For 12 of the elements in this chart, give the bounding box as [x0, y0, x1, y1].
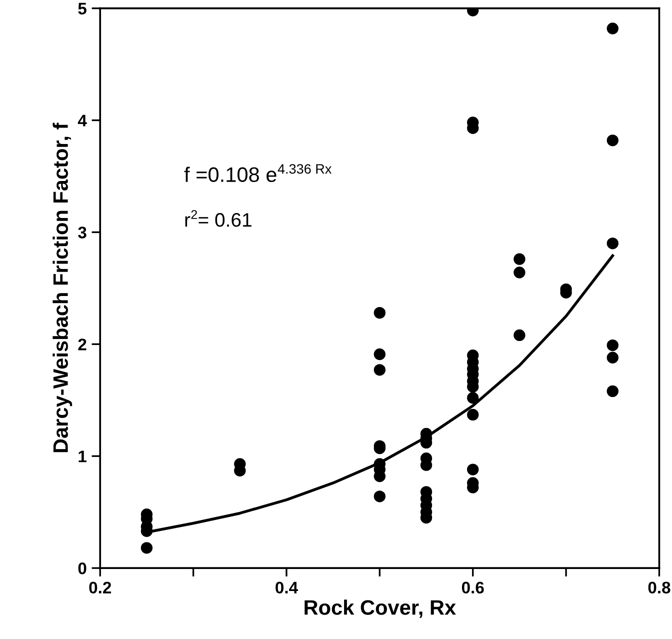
y-tick-label: 1 — [78, 450, 86, 462]
y-tick-label: 5 — [78, 2, 86, 15]
x-tick-label: 0.8 — [648, 582, 670, 594]
x-tick-label: 0.4 — [276, 582, 298, 594]
x-axis-title: Rock Cover, Rx — [304, 600, 456, 618]
y-axis-title: Darcy-Weisbach Friction Factor, f — [52, 122, 72, 452]
y-tick-label: 3 — [78, 226, 86, 238]
y-tick-label: 2 — [78, 338, 86, 350]
x-tick-label: 0.2 — [89, 582, 112, 594]
x-tick-label: 0.6 — [462, 582, 484, 594]
y-tick-label: 0 — [78, 562, 86, 574]
y-tick-label: 4 — [78, 114, 87, 126]
